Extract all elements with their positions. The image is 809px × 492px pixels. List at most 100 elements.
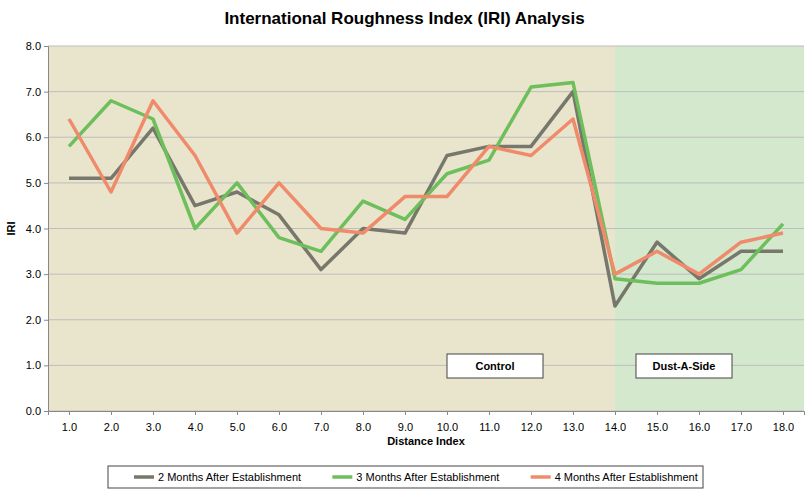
x-tick-label: 9.0 [398,421,413,433]
x-tick-label: 6.0 [272,421,287,433]
regions [48,46,804,411]
title: International Roughness Index (IRI) Anal… [224,9,584,28]
x-tick-label: 14.0 [605,421,626,433]
y-tick-mark [44,274,48,275]
y-tick: 8.0 [26,40,48,52]
y-tick-label: 5.0 [26,177,41,189]
x-tick-mark [405,411,406,415]
y-axis: 0.0 1.0 2.0 3.0 4.0 5.0 6.0 7.0 8.0 [26,40,49,417]
legend-swatch [134,475,154,479]
y-tick: 7.0 [26,86,48,98]
region-label-box [447,354,543,378]
x-tick: 2.0 [104,411,119,433]
x-tick-label: 8.0 [356,421,371,433]
region-label: Dust-A-Side [636,354,732,378]
x-tick-mark [69,411,70,415]
x-tick-mark [363,411,364,415]
x-tick: 12.0 [521,411,542,433]
y-tick-mark [44,92,48,93]
y-tick: 0.0 [26,405,48,417]
legend-box [108,466,703,488]
x-tick: 4.0 [188,411,203,433]
y-tick: 4.0 [26,223,48,235]
legend-swatch [531,475,551,479]
region-label-text: Control [475,360,514,372]
y-tick-label: 1.0 [26,359,41,371]
x-tick-mark [279,411,280,415]
chart: 0.0 1.0 2.0 3.0 4.0 5.0 6.0 7.0 8.0 1.0 2.0 3.0 4.0 5… [0,0,809,492]
legend-label: 2 Months After Establishment [158,471,301,483]
y-tick-mark [44,365,48,366]
legend-label: 4 Months After Establishment [555,471,698,483]
x-tick: 11.0 [479,411,500,433]
legend-swatch [332,475,352,479]
y-tick-mark [44,46,48,47]
x-tick: 14.0 [605,411,626,433]
y-tick-mark [44,320,48,321]
x-tick-mark [489,411,490,415]
x-tick-label: 7.0 [314,421,329,433]
x-tick: 3.0 [146,411,161,433]
grid-line [48,91,804,92]
x-axis: 1.0 2.0 3.0 4.0 5.0 6.0 7.0 8.0 9.0 10.0 11.0 12.0 1… [49,411,805,433]
x-tick-mark [321,411,322,415]
x-tick-label: 15.0 [647,421,668,433]
y-tick-label: 4.0 [26,223,41,235]
x-tick-mark [195,411,196,415]
grid-line [48,182,804,183]
grid-line [48,274,804,275]
x-tick: 18.0 [773,411,794,433]
y-axis-title: IRI [5,221,17,235]
y-tick: 1.0 [26,359,48,371]
region-label-box [636,354,732,378]
y-tick-label: 8.0 [26,40,41,52]
x-tick-label: 5.0 [230,421,245,433]
x-tick: 15.0 [647,411,668,433]
y-tick-label: 0.0 [26,405,41,417]
x-tick: 16.0 [689,411,710,433]
x-tick-label: 12.0 [521,421,542,433]
x-tick-mark [657,411,658,415]
x-tick: 8.0 [356,411,371,433]
series-line [69,101,783,274]
x-tick-mark [111,411,112,415]
y-tick: 6.0 [26,131,48,143]
grid [48,46,804,411]
x-tick-label: 2.0 [104,421,119,433]
x-tick-label: 18.0 [773,421,794,433]
x-tick: 9.0 [398,411,413,433]
legend: 2 Months After Establishment 3 Months Aft… [108,466,703,488]
x-tick: 6.0 [272,411,287,433]
x-tick-mark [783,411,784,415]
x-axis-line [49,412,805,416]
x-tick-mark [741,411,742,415]
y-tick-mark [44,411,48,412]
grid-line [48,319,804,320]
x-tick-mark [699,411,700,415]
y-tick-mark [44,137,48,138]
y-tick: 3.0 [26,268,48,280]
x-tick: 7.0 [314,411,329,433]
x-tick-label: 11.0 [479,421,500,433]
y-tick-label: 2.0 [26,314,41,326]
x-tick-mark [615,411,616,415]
x-tick-mark [153,411,154,415]
x-axis-title: Distance Index [387,435,466,447]
x-tick-mark [237,411,238,415]
y-tick-label: 6.0 [26,131,41,143]
grid-line [48,228,804,229]
x-tick-label: 10.0 [437,421,458,433]
x-tick: 5.0 [230,411,245,433]
region-label-text: Dust-A-Side [653,360,716,372]
x-tick-mark [447,411,448,415]
x-tick-label: 1.0 [62,421,77,433]
x-tick: 1.0 [62,411,77,433]
lines [69,83,783,307]
x-tick: 10.0 [437,411,458,433]
x-tick-label: 3.0 [146,421,161,433]
x-tick-label: 17.0 [731,421,752,433]
y-tick: 2.0 [26,314,48,326]
x-tick-mark [573,411,574,415]
x-tick-label: 16.0 [689,421,710,433]
legend-label: 3 Months After Establishment [356,471,499,483]
